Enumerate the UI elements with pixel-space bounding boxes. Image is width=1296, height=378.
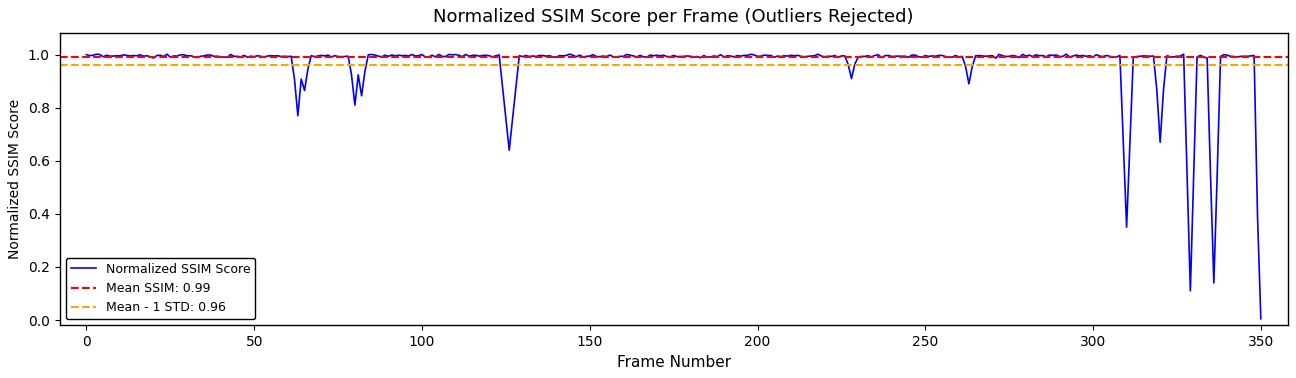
Legend: Normalized SSIM Score, Mean SSIM: 0.99, Mean - 1 STD: 0.96: Normalized SSIM Score, Mean SSIM: 0.99, … [66, 258, 255, 319]
Title: Normalized SSIM Score per Frame (Outliers Rejected): Normalized SSIM Score per Frame (Outlier… [433, 8, 914, 26]
Normalized SSIM Score [1133, 54, 1148, 59]
Mean SSIM: 0.99: (0, 0.99): 0.99: (0, 0.99) [79, 55, 95, 60]
Normalized SSIM Score [1072, 54, 1087, 58]
Mean SSIM: 0.99: (1, 0.99): 0.99: (1, 0.99) [82, 55, 97, 60]
X-axis label: Frame Number: Frame Number [617, 355, 731, 370]
Mean - 1 STD: 0.96: (0, 0.96): 0.96: (0, 0.96) [79, 63, 95, 68]
Normalized SSIM Score [1253, 316, 1269, 321]
Mean - 1 STD: 0.96: (1, 0.96): 0.96: (1, 0.96) [82, 63, 97, 68]
Normalized SSIM Score [79, 52, 95, 57]
Normalized SSIM Score [635, 54, 651, 59]
Normalized SSIM Score [679, 54, 695, 58]
Normalized SSIM Score [632, 53, 648, 57]
Y-axis label: Normalized SSIM Score: Normalized SSIM Score [8, 99, 22, 259]
Normalized SSIM Score [562, 52, 578, 56]
Line: Normalized SSIM Score: Normalized SSIM Score [87, 54, 1261, 319]
Normalized SSIM Score [548, 55, 564, 59]
